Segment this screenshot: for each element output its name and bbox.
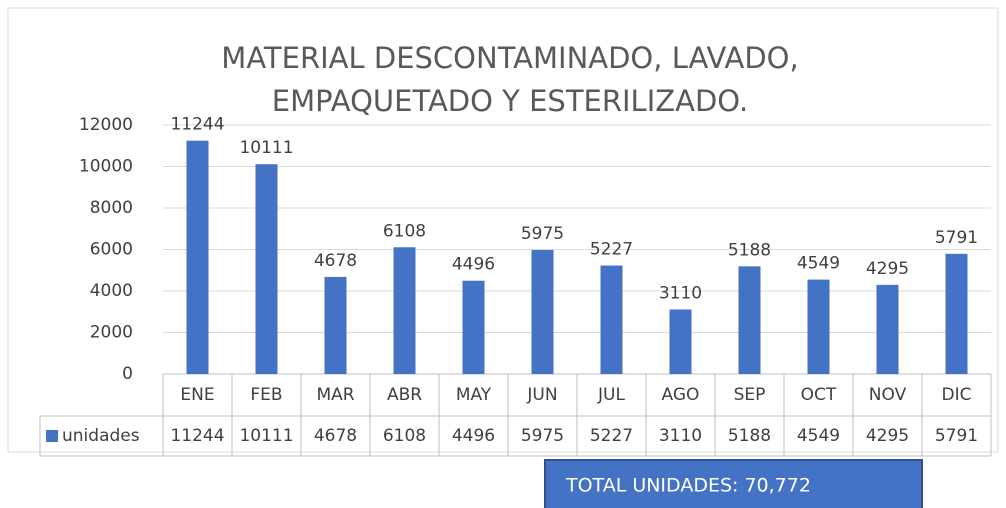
table-value: 5188 xyxy=(728,426,771,446)
x-tick-label: JUL xyxy=(597,385,625,405)
table-value: 10111 xyxy=(239,426,293,446)
data-label: 10111 xyxy=(239,138,293,158)
bar xyxy=(945,253,968,374)
total-box xyxy=(544,459,923,508)
legend-label: unidades xyxy=(62,426,140,446)
x-tick-label: ENE xyxy=(180,385,214,405)
data-label: 4549 xyxy=(797,254,840,274)
chart-area xyxy=(7,7,999,453)
data-label: 4295 xyxy=(866,259,909,279)
data-label: 11244 xyxy=(170,115,224,135)
x-tick-label: SEP xyxy=(734,385,766,405)
total-label: TOTAL UNIDADES: 70,772 xyxy=(565,475,811,497)
data-label: 6108 xyxy=(383,221,426,241)
x-tick-label: AGO xyxy=(662,385,700,405)
bar xyxy=(255,164,278,374)
data-label: 5227 xyxy=(590,240,633,260)
table-value: 4295 xyxy=(866,426,909,446)
bar xyxy=(531,250,554,374)
y-tick-label: 10000 xyxy=(79,157,133,177)
table-value: 4496 xyxy=(452,426,495,446)
data-label: 4678 xyxy=(314,251,357,271)
table-value: 4678 xyxy=(314,426,357,446)
table-value: 11244 xyxy=(170,426,224,446)
bar xyxy=(738,266,761,374)
chart-title: EMPAQUETADO Y ESTERILIZADO. xyxy=(272,84,748,118)
table-value: 5227 xyxy=(590,426,633,446)
y-tick-label: 12000 xyxy=(79,115,133,135)
x-tick-label: MAY xyxy=(456,385,492,405)
bar xyxy=(324,276,347,374)
x-tick-label: MAR xyxy=(316,385,354,405)
x-tick-label: NOV xyxy=(869,385,907,405)
bar xyxy=(600,265,623,374)
data-label: 5975 xyxy=(521,224,564,244)
bar xyxy=(462,280,485,374)
y-tick-label: 8000 xyxy=(90,198,133,218)
x-tick-label: OCT xyxy=(801,385,837,405)
table-value: 3110 xyxy=(659,426,702,446)
x-tick-label: ABR xyxy=(387,385,422,405)
table-value: 5791 xyxy=(935,426,978,446)
bar xyxy=(669,309,692,374)
chart-title: MATERIAL DESCONTAMINADO, LAVADO, xyxy=(221,41,798,75)
legend-key xyxy=(46,430,58,442)
bar xyxy=(186,140,209,374)
y-tick-label: 2000 xyxy=(90,323,133,343)
table-value: 4549 xyxy=(797,426,840,446)
table-value: 6108 xyxy=(383,426,426,446)
data-label: 5791 xyxy=(935,228,978,248)
x-tick-label: FEB xyxy=(250,385,282,405)
bar xyxy=(876,284,899,374)
bar xyxy=(393,247,416,374)
data-label: 5188 xyxy=(728,240,771,260)
bar xyxy=(807,279,830,374)
x-tick-label: DIC xyxy=(942,385,972,405)
data-label: 4496 xyxy=(452,255,495,275)
y-tick-label: 4000 xyxy=(90,281,133,301)
data-label: 3110 xyxy=(659,283,702,303)
y-tick-label: 6000 xyxy=(90,240,133,260)
table-value: 5975 xyxy=(521,426,564,446)
x-tick-label: JUN xyxy=(526,385,557,405)
y-tick-label: 0 xyxy=(122,364,133,384)
